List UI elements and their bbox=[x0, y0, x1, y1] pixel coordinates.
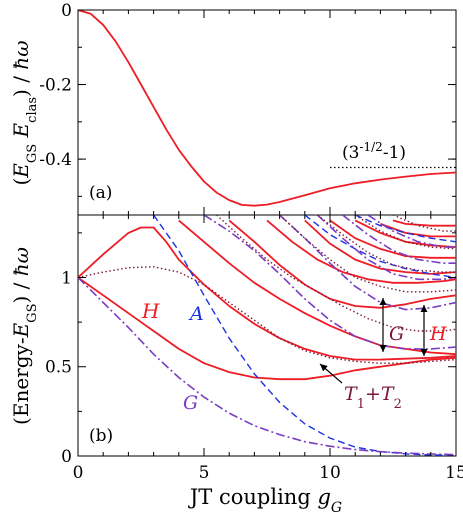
panel-b-series-solid-1 bbox=[78, 226, 456, 361]
panel-a-frame bbox=[77, 9, 457, 216]
panel-a-ytick-label: 0 bbox=[61, 1, 72, 21]
panel-b-series-dashdot-17 bbox=[342, 215, 456, 265]
annotation-arrows bbox=[319, 298, 428, 384]
panel-b-series-dotted-20 bbox=[216, 215, 456, 332]
panel-b-plot-area bbox=[78, 215, 456, 456]
label-H-left: H bbox=[141, 299, 160, 323]
panel-b-label: (b) bbox=[89, 426, 113, 446]
panel-b-series-dotted-24 bbox=[392, 215, 456, 232]
label-H-right: H bbox=[429, 323, 447, 345]
panel-b-xtick-label: 15 bbox=[445, 463, 463, 483]
panel-b-series-solid-5 bbox=[304, 219, 456, 275]
panel-b-series-solid-4 bbox=[266, 219, 456, 284]
label-A: A bbox=[188, 303, 204, 325]
arrow-T1T2 bbox=[319, 363, 343, 384]
panel-a-ticks: 0 -0.2 -0.4 bbox=[39, 1, 457, 215]
label-G-left: G bbox=[183, 392, 198, 414]
panel-b-xlabel: JT coupling gG bbox=[188, 485, 342, 513]
label-G-right: G bbox=[389, 323, 404, 345]
panel-b-series-dotted-22 bbox=[316, 215, 456, 273]
panel-a-ytick-label: -0.4 bbox=[39, 150, 72, 170]
panel-b-series-solid-6 bbox=[329, 219, 456, 259]
panel-b-xtick-label: 5 bbox=[199, 463, 210, 483]
panel-b-series-solid-0 bbox=[78, 276, 456, 381]
panel-b-ticks: 00.510 5 10 15 bbox=[45, 215, 463, 483]
label-T1T2: T1+T2 bbox=[344, 383, 402, 412]
panel-b-ytick-label: 1 bbox=[61, 268, 72, 288]
panel-a-label: (a) bbox=[89, 183, 112, 203]
panel-b-ylabel: (Energy-EGS) / ħω bbox=[9, 247, 40, 425]
panel-b-series-dotted-19 bbox=[78, 266, 456, 364]
panel-b: 00.510 5 10 15 (b) H A G G H T1+T2 (Energy-… bbox=[9, 214, 463, 513]
panel-b-series-dashdot-15 bbox=[279, 215, 456, 311]
panel-b-xtick-label: 10 bbox=[319, 463, 341, 483]
panel-a-series-solid-0 bbox=[78, 10, 456, 207]
panel-b-series-dotted-23 bbox=[354, 215, 456, 250]
panel-b-ytick-label: 0.5 bbox=[45, 358, 72, 378]
panel-b-series-dashdot-16 bbox=[316, 215, 456, 281]
panel-b-series-dashdot-13 bbox=[78, 276, 456, 456]
panel-a-plot-area bbox=[78, 10, 456, 207]
panel-b-series-dashdot-18 bbox=[367, 215, 456, 248]
panel-a-ytick-label: -0.2 bbox=[39, 76, 72, 96]
panel-b-frame bbox=[77, 214, 457, 457]
panel-b-ytick-label: 0 bbox=[61, 447, 72, 467]
panel-b-series-dashdot-14 bbox=[203, 215, 456, 350]
panel-a-ylabel: (EGS Eclas) / ħω bbox=[9, 40, 40, 185]
panel-b-series-dashed-11 bbox=[304, 215, 456, 279]
panel-b-series-solid-9 bbox=[392, 219, 456, 227]
panel-a: 0 -0.2 -0.4 (a) (3-1/2-1) (EGS Eclas) / ħω bbox=[9, 1, 457, 216]
panel-b-series-solid-3 bbox=[228, 219, 456, 309]
panel-a-annotation: (3-1/2-1) bbox=[342, 140, 406, 163]
panel-b-xtick-label: 0 bbox=[73, 463, 84, 483]
panel-b-series-solid-8 bbox=[380, 223, 456, 238]
